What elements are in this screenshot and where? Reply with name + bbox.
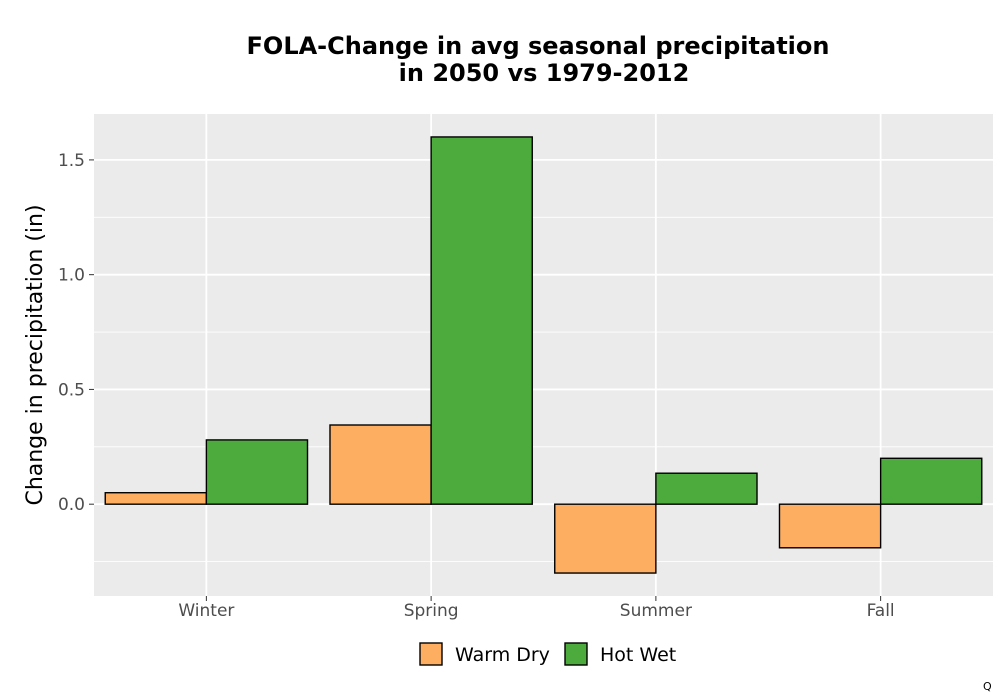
- bar-hot-wet-summer: [655, 472, 758, 505]
- y-axis-label: Change in precipitation (in): [23, 204, 48, 505]
- y-tick-label: 0.0: [58, 495, 85, 515]
- bar-warm-dry-summer: [554, 503, 657, 574]
- y-tick-label: 0.5: [58, 380, 85, 400]
- y-tick-label: 1.5: [58, 151, 85, 171]
- corner-mark: Q: [983, 680, 992, 693]
- x-tick-label: Winter: [178, 601, 234, 621]
- y-tick-label: 1.0: [58, 266, 85, 286]
- legend-label: Warm Dry: [455, 644, 550, 666]
- bar-warm-dry-winter: [104, 492, 208, 505]
- x-tick-label: Fall: [867, 601, 895, 621]
- chart-title-line2: in 2050 vs 1979-2012: [399, 59, 690, 87]
- legend-label: Hot Wet: [600, 644, 676, 666]
- x-axis-ticks: Winter Spring Summer Fall: [178, 596, 895, 621]
- x-tick-label: Spring: [404, 601, 459, 621]
- x-tick-label: Summer: [620, 601, 692, 621]
- chart-title-line1: FOLA-Change in avg seasonal precipitatio…: [247, 32, 830, 60]
- bar-hot-wet-fall: [879, 457, 983, 505]
- y-axis-ticks: 0.0 0.5 1.0 1.5: [58, 151, 94, 515]
- bar-hot-wet-winter: [205, 439, 309, 505]
- legend-swatch-warm-dry: [419, 642, 443, 666]
- legend: Warm Dry Hot Wet: [419, 642, 676, 666]
- bars: [104, 136, 983, 574]
- bar-warm-dry-fall: [778, 503, 882, 549]
- bar-hot-wet-spring: [430, 136, 533, 505]
- bar-warm-dry-spring: [329, 424, 432, 505]
- legend-swatch-hot-wet: [564, 642, 588, 666]
